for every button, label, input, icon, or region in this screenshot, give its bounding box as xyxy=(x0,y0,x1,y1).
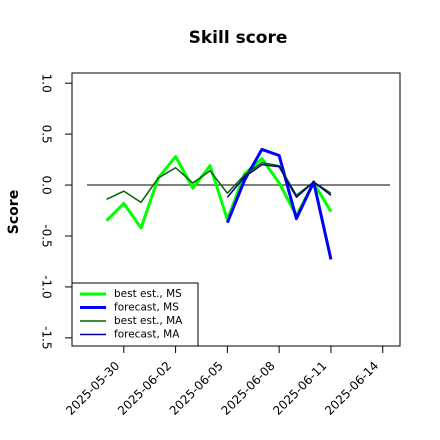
y-tick-label: -1.0 xyxy=(40,275,54,298)
legend-label: best est., MS xyxy=(114,288,182,300)
chart-title: Skill score xyxy=(189,28,288,48)
x-tick-label: 2025-06-14 xyxy=(322,359,381,418)
plot-frame xyxy=(71,72,401,347)
y-tick-label: 0.5 xyxy=(40,125,54,144)
x-tick-label: 2025-05-30 xyxy=(63,359,122,418)
series-line xyxy=(106,161,332,204)
x-tick-label: 2025-06-02 xyxy=(115,359,174,418)
y-tick-label: -1.5 xyxy=(40,326,54,349)
y-axis-label: Score xyxy=(6,190,22,234)
x-tick-label: 2025-06-11 xyxy=(270,359,329,418)
y-tick-label: 1.0 xyxy=(40,74,54,93)
y-tick-label: 0.0 xyxy=(40,176,54,195)
x-tick-label: 2025-06-08 xyxy=(219,359,278,418)
y-tick-label: -0.5 xyxy=(40,224,54,247)
x-tick-label: 2025-06-05 xyxy=(167,359,226,418)
legend-box xyxy=(71,282,199,347)
legend-label: forecast, MA xyxy=(114,329,180,341)
legend-label: forecast, MS xyxy=(114,302,179,314)
series-line xyxy=(226,163,332,199)
legend-label: best est., MA xyxy=(114,315,183,327)
